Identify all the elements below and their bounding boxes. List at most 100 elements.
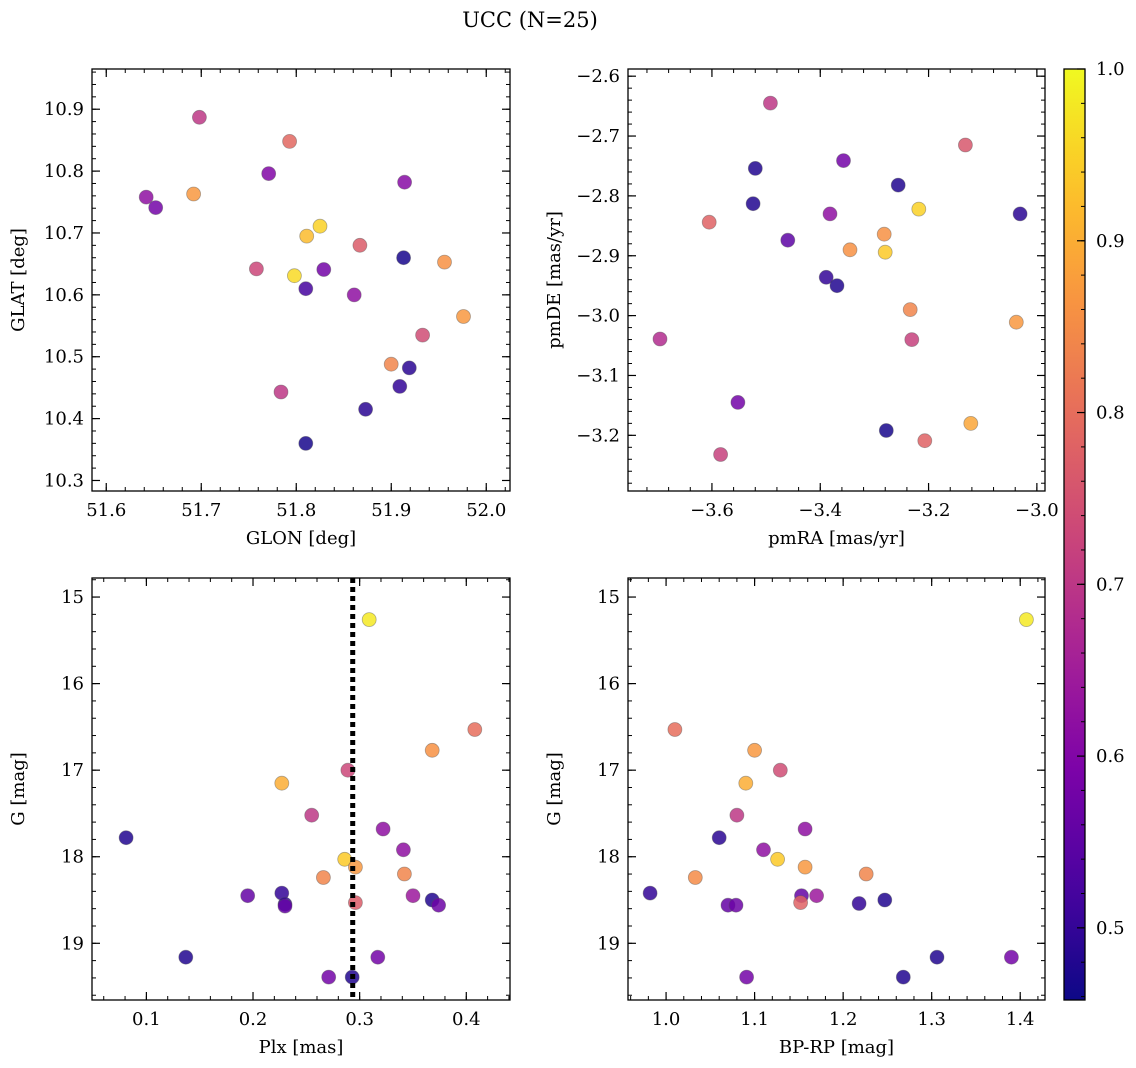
- scatter-point: [713, 447, 728, 462]
- scatter-point: [273, 384, 289, 400]
- scatter-point: [298, 435, 314, 451]
- scatter-point: [890, 177, 906, 193]
- subplot-2: −3.6 −3.4 −3.2 −3.0 −3.2 −3.1 −3.0 −2.9 −2.8 −2.7…: [544, 66, 1059, 549]
- scatter-point: [739, 969, 754, 985]
- scatter-point: [312, 218, 328, 234]
- scatter-point: [642, 885, 658, 901]
- scatter-point: [352, 237, 368, 253]
- x-tick-label: 51.6: [86, 500, 126, 521]
- x-tick-label: 0.1: [132, 1009, 161, 1030]
- scatter-point: [772, 762, 788, 778]
- scatter-point: [730, 394, 746, 410]
- scatter-point: [315, 870, 331, 885]
- scatter-point: [138, 189, 154, 205]
- y-tick-label: 10.8: [44, 161, 84, 182]
- x-tick-label: −3.0: [1015, 500, 1059, 521]
- scatter-point: [745, 196, 761, 212]
- y-tick-label: 16: [61, 674, 84, 695]
- colorbar-tick-label: 1.0: [1096, 59, 1125, 80]
- y-tick-label: 17: [61, 760, 84, 781]
- scatter-point: [809, 888, 824, 904]
- y-tick-label: 15: [597, 587, 620, 608]
- scatter-point: [277, 898, 293, 914]
- axes-frame: [91, 577, 511, 1001]
- y-tick-label: 16: [597, 674, 620, 695]
- y-tick-label: 10.5: [44, 347, 84, 368]
- scatter-point: [401, 360, 417, 376]
- scatter-points: [118, 612, 483, 985]
- scatter-point: [304, 807, 320, 823]
- scatter-point: [756, 842, 771, 858]
- scatter-point: [878, 423, 894, 438]
- colorbar-gradient: [1064, 69, 1085, 1000]
- scatter-point: [1008, 314, 1024, 330]
- scatter-point: [770, 851, 785, 867]
- x-tick-label: 1.4: [1006, 1009, 1035, 1030]
- scatter-point: [316, 262, 332, 277]
- x-tick-label: 1.0: [652, 1009, 681, 1030]
- y-tick-label: −2.7: [576, 126, 620, 147]
- minor-ticks: [92, 578, 510, 1000]
- y-tick-label: 10.4: [44, 409, 84, 430]
- scatter-points: [652, 95, 1028, 462]
- colorbar-tick-label: 0.6: [1096, 746, 1125, 767]
- scatter-point: [818, 269, 834, 285]
- scatter-point: [738, 775, 754, 791]
- scatter-point: [424, 742, 440, 758]
- scatter-point: [282, 133, 298, 149]
- scatter-point: [902, 302, 918, 318]
- scatter-point: [793, 895, 808, 910]
- scatter-point: [917, 433, 933, 449]
- scatter-point: [405, 888, 421, 904]
- minor-ticks: [92, 69, 510, 491]
- scatter-point: [797, 859, 813, 875]
- scatter-point: [904, 332, 920, 348]
- scatter-point: [396, 250, 412, 266]
- scatter-point: [652, 331, 668, 347]
- scatter-point: [780, 232, 796, 248]
- major-ticks: [92, 69, 510, 491]
- y-tick-label: 18: [61, 847, 84, 868]
- axes-frame: [91, 68, 511, 492]
- subplot-4: 1.0 1.1 1.2 1.3 1.4 15 16 17 18 19 BP-RP [mag] G [m…: [544, 577, 1046, 1058]
- scatter-point: [392, 378, 408, 394]
- scatter-point: [467, 722, 483, 737]
- scatter-point: [240, 888, 256, 904]
- colorbar-frame: [1063, 68, 1086, 1001]
- x-tick-label: 0.3: [345, 1009, 374, 1030]
- scatter-point: [895, 969, 911, 985]
- y-tick-label: 10.9: [44, 99, 84, 120]
- colorbar: 0.5 0.6 0.7 0.8 0.9 1.0: [1063, 59, 1125, 1001]
- x-tick-label: 1.3: [917, 1009, 946, 1030]
- scatter-point: [701, 214, 717, 230]
- scatter-point: [361, 612, 377, 627]
- scatter-point: [358, 401, 374, 417]
- scatter-point: [186, 186, 202, 202]
- x-tick-label: 51.7: [181, 500, 221, 521]
- y-tick-label: −3.2: [576, 425, 620, 446]
- y-axis-label: pmDE [mas/yr]: [544, 211, 565, 349]
- y-tick-label: −3.0: [576, 306, 620, 327]
- scatter-point: [747, 160, 763, 176]
- scatter-point: [1019, 612, 1034, 627]
- scatter-point: [1012, 206, 1028, 222]
- x-axis-label: Plx [mas]: [259, 1037, 344, 1058]
- figure-title: UCC (N=25): [462, 8, 598, 32]
- subplot-grid: 51.6 51.7 51.8 51.9 52.0 10.3 10.4 10.5 10.6 10.7…: [8, 66, 1059, 1058]
- colorbar-tick-label: 0.9: [1096, 231, 1125, 252]
- scatter-point: [728, 897, 744, 913]
- y-tick-label: −2.6: [576, 66, 620, 87]
- x-tick-label: 52.0: [466, 500, 506, 521]
- y-tick-label: 17: [597, 760, 620, 781]
- scatter-point: [829, 278, 845, 294]
- scatter-point: [118, 830, 134, 846]
- x-tick-label: −3.4: [798, 500, 842, 521]
- scatter-point: [729, 807, 745, 823]
- scatter-point: [370, 949, 386, 965]
- y-axis-label: GLAT [deg]: [8, 228, 29, 332]
- scatter-point: [191, 109, 207, 125]
- scatter-point: [842, 242, 858, 258]
- major-ticks: [92, 578, 510, 1000]
- axes-frame: [627, 577, 1046, 1001]
- scatter-point: [261, 166, 277, 182]
